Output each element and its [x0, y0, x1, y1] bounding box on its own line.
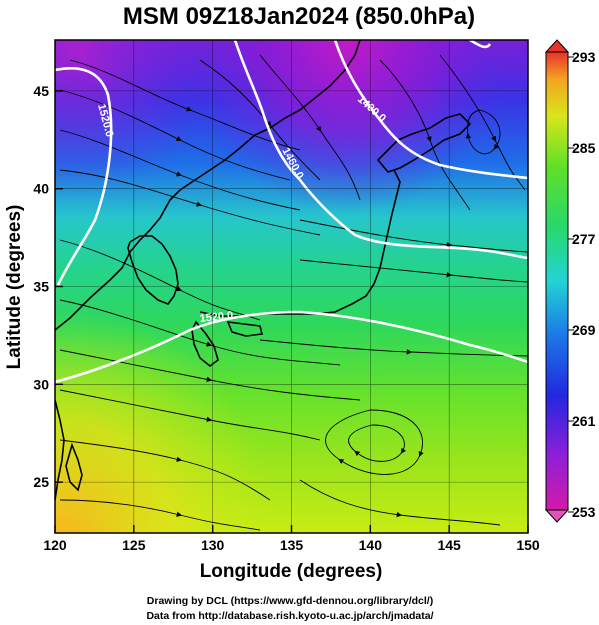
coastline-korea: [127, 235, 179, 305]
streamline-eddy: [325, 409, 424, 475]
colorbar-top-arrow: [544, 39, 570, 53]
chart-title: MSM 09Z18Jan2024 (850.0hPa): [123, 3, 475, 30]
coastlines: [55, 40, 472, 501]
streamline: [199, 59, 321, 181]
y-tick-label: 45: [33, 83, 49, 99]
y-tick-label: 25: [33, 474, 49, 490]
streamline: [379, 59, 471, 211]
x-tick-label: 135: [280, 537, 304, 553]
streamline: [299, 479, 501, 526]
y-axis-label: Latitude (degrees): [4, 205, 25, 370]
colorbar-tick-label: 277: [572, 231, 596, 247]
streamline: [59, 349, 361, 401]
x-tick-label: 145: [437, 537, 461, 553]
streamline: [259, 339, 528, 357]
height-contours: [55, 40, 528, 384]
colorbar-bottom-arrow: [544, 509, 570, 523]
x-tick-label: 125: [122, 537, 146, 553]
streamline-eddy: [465, 109, 501, 155]
colorbar-tick-label: 253: [572, 504, 596, 520]
x-axis: 120 125 130 135 140 145 150: [43, 525, 540, 553]
grid-lines: [55, 40, 528, 533]
streamline: [259, 54, 361, 201]
streamline: [299, 259, 528, 283]
colorbar: 293 285 277 269 261 253: [544, 39, 596, 523]
colorbar-tick-label: 261: [572, 413, 596, 429]
contour-label: 1520.0: [199, 310, 234, 325]
contour-1520-north: [55, 66, 113, 286]
streamline: [59, 439, 271, 501]
streamline: [59, 129, 301, 211]
plot-area: 1520.0 1460.0 1400.0 1520.0: [55, 40, 528, 533]
contour-arc-northeast: [469, 40, 492, 49]
y-tick-label: 30: [33, 376, 49, 392]
coastline-asia-mainland: [55, 40, 361, 331]
streamline: [59, 299, 341, 366]
streamline-eddy: [348, 424, 407, 462]
colorbar-tick-label: 293: [572, 49, 596, 65]
coastline-kyushu: [191, 320, 219, 368]
colorbar-tick-label: 285: [572, 140, 596, 156]
colorbar-ramp: [545, 51, 569, 511]
coastline-shikoku: [226, 321, 263, 337]
coastline-taiwan: [65, 442, 83, 492]
streamline: [69, 59, 301, 151]
y-tick-label: 35: [33, 279, 49, 295]
colorbar-ticks: 293 285 277 269 261 253: [568, 49, 596, 520]
streamline: [59, 169, 321, 236]
x-tick-label: 150: [516, 537, 540, 553]
wind-streamlines: [59, 54, 528, 531]
streamline: [59, 499, 261, 531]
coastline-china-south: [55, 399, 65, 501]
contour-1520-south: [55, 310, 528, 384]
y-tick-label: 40: [33, 181, 49, 197]
coastline-hokkaido: [376, 113, 472, 173]
contour-1460: [233, 40, 528, 260]
x-axis-label: Longitude (degrees): [200, 561, 383, 582]
streamline: [299, 219, 528, 253]
streamline: [59, 89, 291, 181]
x-tick-label: 140: [359, 537, 383, 553]
streamline: [59, 239, 261, 321]
y-axis: 25 30 35 40 45: [33, 83, 63, 490]
x-tick-label: 130: [201, 537, 225, 553]
x-tick-label: 120: [43, 537, 67, 553]
contour-1400: [333, 40, 528, 180]
streamline: [59, 389, 321, 441]
credit-data: Data from http://database.rish.kyoto-u.a…: [146, 610, 433, 622]
colorbar-tick-label: 269: [572, 322, 596, 338]
credit-drawing: Drawing by DCL (https://www.gfd-dennou.o…: [147, 595, 433, 607]
